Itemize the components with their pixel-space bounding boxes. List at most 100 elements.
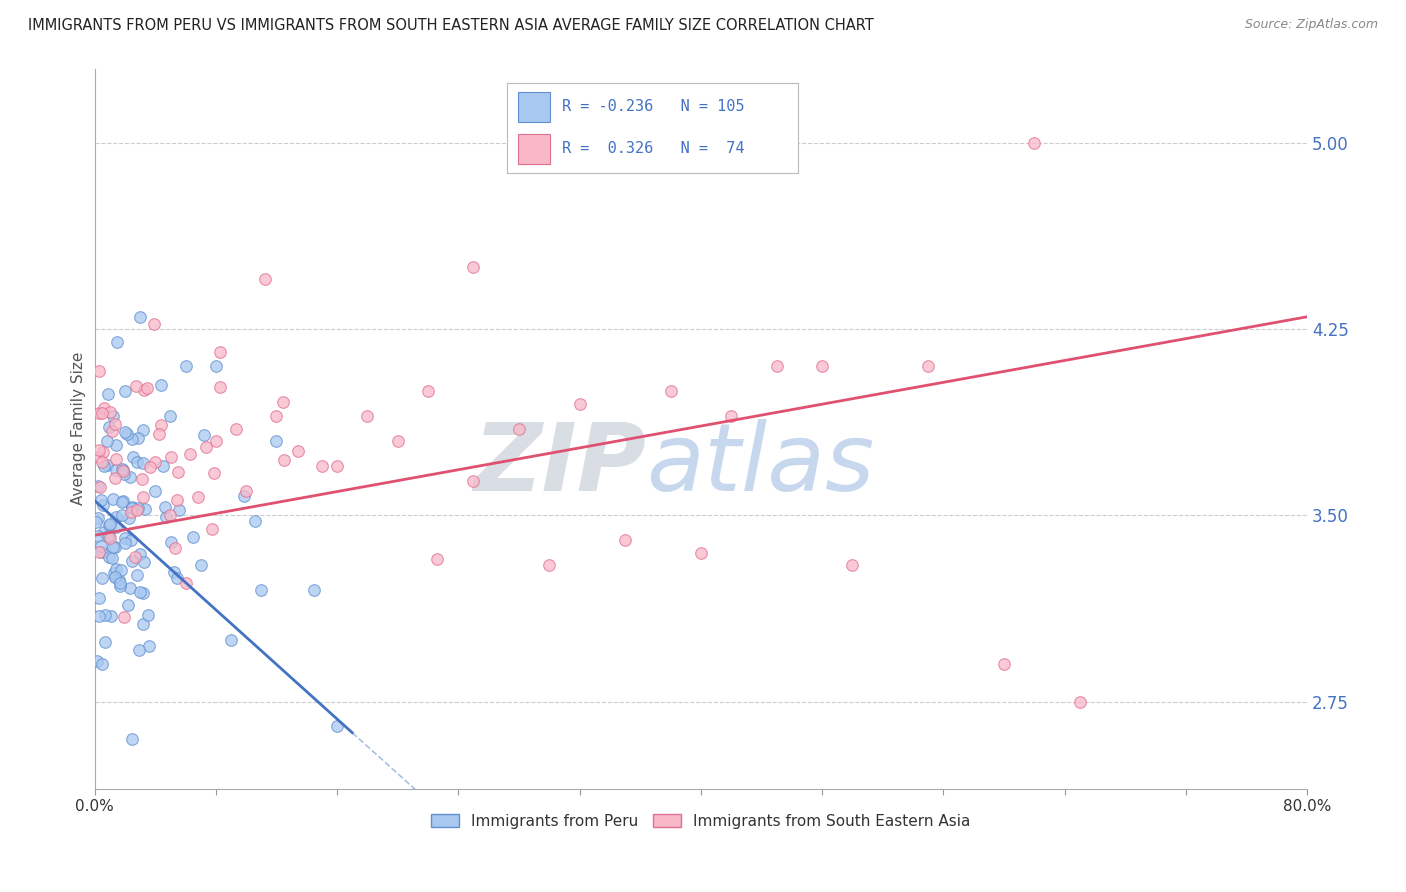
Point bbox=[84, 515, 107, 529]
Point bbox=[131, 472, 153, 486]
Point bbox=[143, 483, 166, 498]
Point bbox=[148, 427, 170, 442]
Point bbox=[139, 460, 162, 475]
Point bbox=[87, 479, 110, 493]
Point bbox=[219, 632, 242, 647]
Point bbox=[254, 272, 277, 286]
Point bbox=[98, 529, 121, 543]
Point bbox=[568, 397, 591, 411]
Point bbox=[90, 406, 112, 420]
Point bbox=[993, 657, 1015, 672]
Point bbox=[765, 359, 787, 374]
Point bbox=[94, 635, 117, 649]
Point bbox=[114, 535, 136, 549]
Point bbox=[86, 654, 108, 668]
Point bbox=[104, 562, 127, 576]
Point bbox=[110, 579, 132, 593]
Point bbox=[124, 549, 146, 564]
Point bbox=[108, 576, 131, 591]
Point bbox=[1069, 695, 1091, 709]
Point bbox=[111, 494, 134, 508]
Point bbox=[90, 571, 112, 585]
Point bbox=[426, 552, 449, 566]
Point bbox=[120, 582, 142, 596]
Point bbox=[97, 529, 120, 543]
Point bbox=[91, 455, 114, 469]
Point bbox=[112, 467, 135, 482]
Point bbox=[125, 503, 148, 517]
Point bbox=[153, 500, 176, 514]
Text: ZIP: ZIP bbox=[474, 418, 647, 510]
Point bbox=[104, 463, 127, 477]
Point bbox=[538, 558, 561, 572]
Point bbox=[250, 582, 273, 597]
Point bbox=[266, 434, 288, 448]
Point bbox=[96, 458, 118, 472]
Point bbox=[104, 438, 127, 452]
Point bbox=[326, 458, 349, 473]
Point bbox=[121, 450, 143, 464]
Point bbox=[120, 533, 142, 548]
Point bbox=[194, 440, 217, 454]
Point bbox=[104, 540, 127, 554]
Point bbox=[118, 469, 141, 483]
Point bbox=[105, 520, 128, 534]
Point bbox=[121, 500, 143, 514]
Point bbox=[152, 458, 174, 473]
Point bbox=[159, 508, 181, 523]
Point bbox=[202, 466, 225, 480]
Point bbox=[132, 586, 155, 600]
Point bbox=[104, 470, 127, 484]
Point bbox=[132, 423, 155, 437]
Point bbox=[112, 463, 135, 477]
Point bbox=[105, 334, 128, 349]
Point bbox=[87, 406, 110, 420]
Point bbox=[101, 424, 124, 438]
Point bbox=[104, 451, 127, 466]
Point bbox=[136, 381, 159, 395]
Point bbox=[98, 549, 121, 564]
Point bbox=[114, 531, 136, 545]
Point bbox=[121, 554, 143, 568]
Point bbox=[181, 529, 204, 543]
Point bbox=[208, 345, 231, 359]
Point bbox=[104, 569, 127, 583]
Point bbox=[94, 608, 117, 623]
Point bbox=[134, 501, 156, 516]
Point bbox=[128, 585, 150, 599]
Point bbox=[111, 508, 134, 523]
Point bbox=[356, 409, 378, 423]
Point bbox=[132, 456, 155, 470]
Point bbox=[120, 505, 142, 519]
Point bbox=[132, 617, 155, 632]
Point bbox=[128, 547, 150, 561]
Point bbox=[614, 533, 637, 548]
Point bbox=[87, 545, 110, 559]
Point bbox=[149, 418, 172, 433]
Point bbox=[100, 551, 122, 566]
Point bbox=[201, 522, 224, 536]
Text: Source: ZipAtlas.com: Source: ZipAtlas.com bbox=[1244, 18, 1378, 31]
Point bbox=[205, 434, 228, 448]
Point bbox=[235, 483, 257, 498]
Point bbox=[91, 657, 114, 672]
Point bbox=[104, 569, 127, 583]
Point bbox=[304, 582, 326, 597]
Point bbox=[90, 539, 112, 553]
Point bbox=[98, 420, 121, 434]
Point bbox=[91, 498, 114, 512]
Point bbox=[169, 503, 191, 517]
Point bbox=[416, 384, 439, 399]
Point bbox=[127, 567, 149, 582]
Point bbox=[114, 384, 136, 399]
Point bbox=[225, 422, 247, 436]
Point bbox=[101, 409, 124, 423]
Point bbox=[112, 610, 135, 624]
Point bbox=[132, 555, 155, 569]
Point bbox=[129, 310, 152, 324]
Point bbox=[118, 511, 141, 525]
Point bbox=[93, 401, 115, 416]
Point bbox=[134, 383, 156, 397]
Point bbox=[89, 480, 111, 494]
Point bbox=[179, 447, 201, 461]
